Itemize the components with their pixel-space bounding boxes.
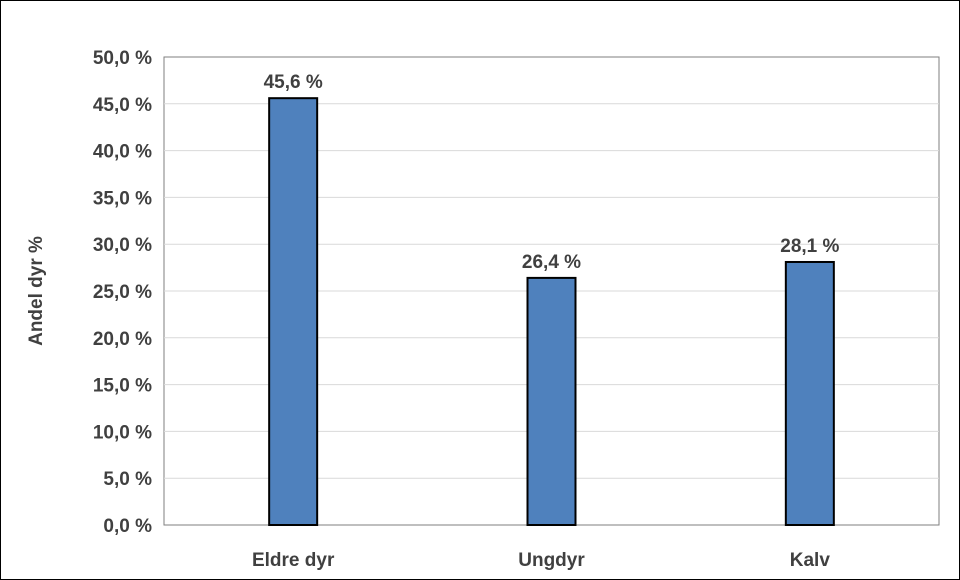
x-category-labels: Eldre dyr Ungdyr Kalv (252, 550, 830, 571)
y-tick-label: 5,0 % (103, 469, 152, 490)
y-tick-label: 40,0 % (93, 142, 152, 163)
y-tick-label: 10,0 % (93, 422, 152, 443)
data-labels: 45,6 % 26,4 % 28,1 % (264, 72, 840, 273)
bars (268, 97, 835, 527)
y-tick-label: 25,0 % (93, 282, 152, 303)
y-tick-label: 50,0 % (93, 48, 152, 69)
y-tick-label: 15,0 % (93, 376, 152, 397)
y-tick-labels: 0,0 % 5,0 % 10,0 % 15,0 % 20,0 % 25,0 % 30,0 %… (93, 48, 152, 537)
data-label: 45,6 % (264, 72, 323, 93)
bar (784, 260, 835, 526)
data-label: 28,1 % (780, 236, 839, 257)
y-tick-label: 45,0 % (93, 95, 152, 116)
y-tick-label: 0,0 % (103, 516, 152, 537)
x-category-label: Ungdyr (518, 550, 585, 571)
data-label: 26,4 % (522, 252, 581, 273)
y-tick-label: 30,0 % (93, 235, 152, 256)
bar (268, 97, 319, 527)
y-tick-label: 35,0 % (93, 188, 152, 209)
bar (526, 276, 577, 526)
y-axis-label: Andel dyr % (26, 236, 47, 346)
x-category-label: Kalv (790, 550, 831, 571)
y-tick-label: 20,0 % (93, 329, 152, 350)
x-category-label: Eldre dyr (252, 550, 335, 571)
